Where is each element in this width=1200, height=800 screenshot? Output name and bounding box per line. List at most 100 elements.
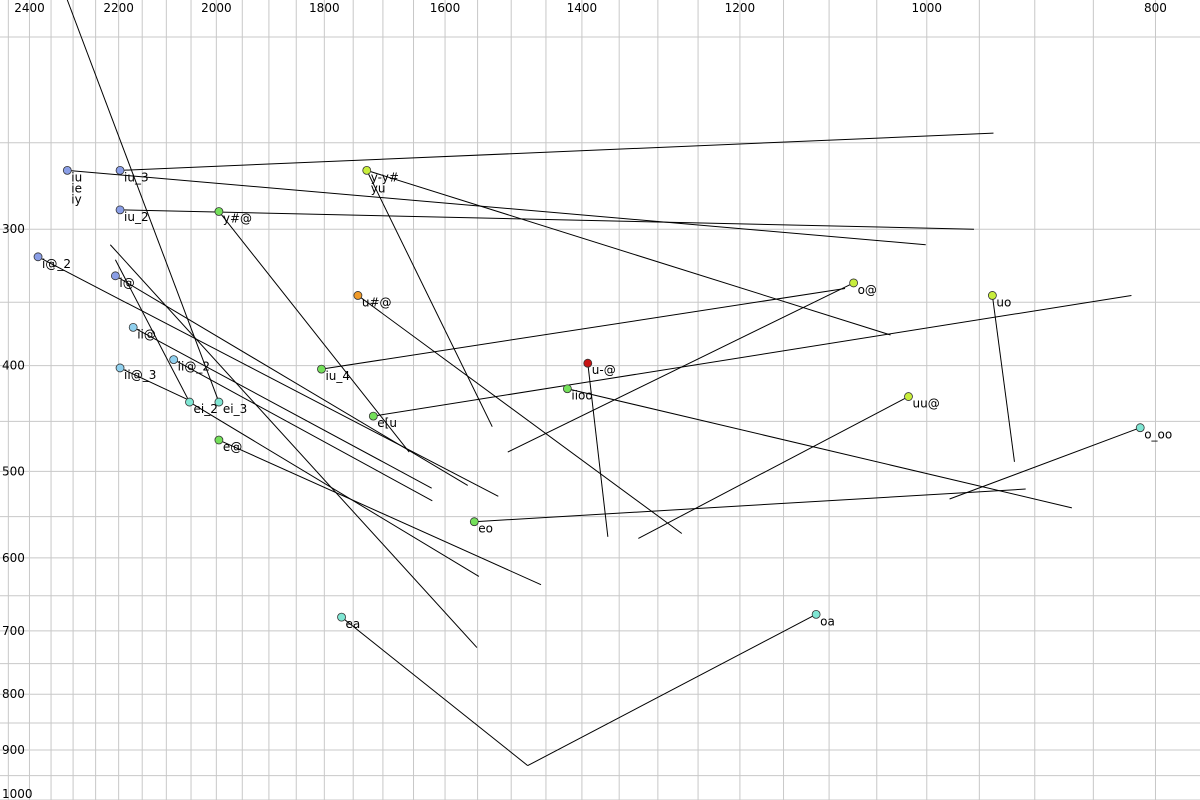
trajectories bbox=[37, 0, 1141, 767]
x-tick-label: 2400 bbox=[14, 1, 45, 15]
point-label: uo bbox=[996, 295, 1011, 309]
point-label: eo bbox=[478, 522, 493, 536]
point-label: ii@_2 bbox=[178, 360, 210, 374]
point-label: y-y# bbox=[371, 170, 399, 184]
data-point bbox=[214, 397, 224, 407]
trajectory-line bbox=[218, 211, 410, 453]
data-point bbox=[469, 517, 479, 527]
data-point bbox=[62, 165, 72, 175]
trajectory-line bbox=[527, 613, 817, 767]
point-label: i@ bbox=[119, 276, 134, 290]
point-label: ie bbox=[71, 181, 82, 195]
y-tick-label: 500 bbox=[2, 464, 25, 478]
x-tick-label: 1000 bbox=[912, 1, 943, 15]
point-label: iu_2 bbox=[124, 210, 149, 224]
data-point bbox=[849, 278, 859, 288]
trajectory-line bbox=[373, 294, 1132, 417]
y-tick-label: 400 bbox=[2, 359, 25, 373]
x-tick-label: 2200 bbox=[103, 1, 134, 15]
data-point bbox=[811, 609, 821, 619]
data-point bbox=[317, 364, 326, 374]
data-point bbox=[128, 322, 138, 332]
trajectory-line bbox=[120, 209, 974, 230]
point-label: o_oo bbox=[1144, 428, 1172, 442]
trajectory-line bbox=[638, 396, 909, 539]
trajectory-line bbox=[114, 259, 190, 403]
x-tick-label: 1800 bbox=[309, 1, 340, 15]
data-point bbox=[562, 384, 572, 394]
trajectory-line bbox=[321, 288, 846, 370]
data-point bbox=[583, 358, 593, 368]
trajectory-line bbox=[366, 170, 493, 427]
point-label: iu_4 bbox=[325, 369, 350, 383]
point-label: iu bbox=[71, 170, 82, 184]
x-tick-label: 1600 bbox=[430, 1, 461, 15]
data-point bbox=[115, 363, 125, 373]
trajectory-line bbox=[991, 295, 1015, 462]
trajectory-line bbox=[507, 282, 854, 453]
y-tick-label: 900 bbox=[2, 743, 25, 757]
point-label: iy bbox=[71, 192, 81, 206]
y-tick-label: 600 bbox=[2, 551, 25, 565]
trajectory-line bbox=[109, 244, 478, 648]
point-label: e@ bbox=[223, 440, 242, 454]
point-label: uu@ bbox=[912, 397, 939, 411]
data-point bbox=[169, 355, 179, 365]
data-point bbox=[987, 291, 997, 300]
trajectory-line bbox=[37, 256, 499, 497]
x-tick-label: 1400 bbox=[567, 1, 598, 15]
point-label: u-@ bbox=[592, 363, 616, 377]
point-label: o@ bbox=[858, 283, 877, 297]
data-point bbox=[185, 397, 194, 407]
data-point bbox=[214, 207, 224, 216]
point-label: iioo bbox=[571, 389, 592, 403]
data-point bbox=[214, 435, 224, 445]
point-label: e[u bbox=[377, 416, 397, 430]
point-label: yu bbox=[371, 181, 386, 195]
trajectory-line bbox=[587, 363, 609, 537]
point-label: y#@ bbox=[223, 211, 252, 225]
point-label: u#@ bbox=[362, 295, 392, 309]
trajectory-line bbox=[119, 367, 194, 403]
point-label: ii@ bbox=[137, 327, 156, 341]
axis-ticks: 2400 2200 2000 1800 1600 1400 1200 1000 800 300 40… bbox=[2, 1, 1167, 800]
data-point bbox=[904, 392, 913, 401]
point-label: ea bbox=[346, 617, 361, 631]
trajectory-line bbox=[66, 0, 220, 403]
trajectory-line bbox=[132, 326, 432, 489]
x-tick-label: 2000 bbox=[201, 1, 232, 15]
point-label: i@_2 bbox=[42, 257, 71, 271]
trajectory-line bbox=[67, 169, 926, 246]
trajectory-line bbox=[115, 275, 468, 486]
trajectory-line bbox=[120, 132, 994, 171]
y-tick-label: 700 bbox=[2, 624, 25, 638]
trajectory-line bbox=[189, 401, 480, 577]
data-point bbox=[33, 252, 43, 262]
data-point bbox=[353, 291, 363, 300]
point-label: iu_3 bbox=[124, 170, 149, 184]
data-point bbox=[110, 271, 120, 281]
point-label: ii@_3 bbox=[124, 368, 156, 382]
trajectory-line bbox=[173, 359, 433, 502]
data-point bbox=[1135, 423, 1145, 433]
y-tick-label: 800 bbox=[2, 687, 25, 701]
data-point bbox=[362, 165, 372, 175]
data-point bbox=[368, 411, 378, 421]
trajectory-line bbox=[357, 295, 683, 534]
point-label: oa bbox=[820, 614, 835, 628]
x-tick-label: 1200 bbox=[725, 1, 756, 15]
trajectory-line bbox=[949, 427, 1141, 500]
y-tick-label: 1000 bbox=[2, 787, 33, 800]
trajectory-line bbox=[474, 488, 1026, 523]
trajectory-line bbox=[567, 388, 1072, 509]
point-label: ei_2 bbox=[194, 402, 218, 416]
x-tick-label: 800 bbox=[1144, 1, 1167, 15]
y-tick-label: 300 bbox=[2, 222, 25, 236]
trajectory-line bbox=[218, 439, 542, 586]
data-point bbox=[115, 165, 125, 175]
point-label: ei_3 bbox=[223, 402, 247, 416]
data-point bbox=[115, 205, 125, 215]
